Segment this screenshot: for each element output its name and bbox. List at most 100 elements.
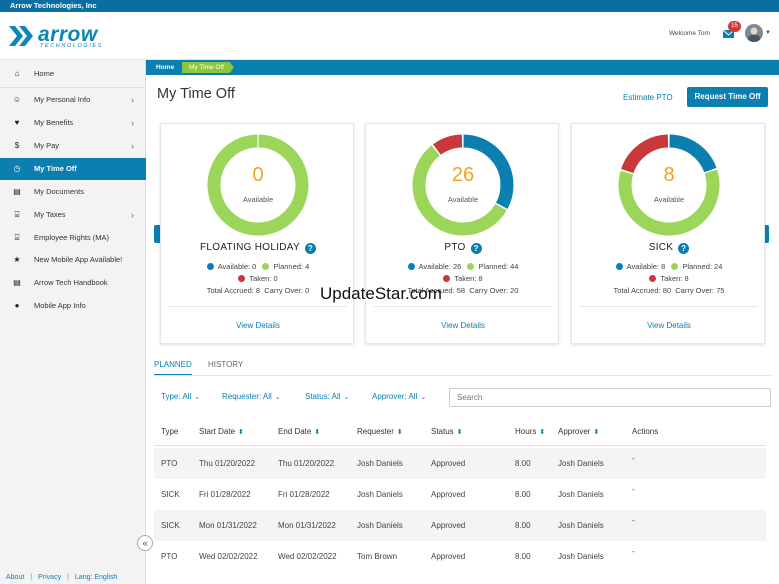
requester-filter-label: Requester: All (222, 392, 272, 401)
sidebar-item-benefits[interactable]: ♥ My Benefits › (0, 112, 146, 134)
cell-end-date: Mon 01/31/2022 (278, 521, 336, 530)
column-header-approver[interactable]: Approver ⬍ (558, 427, 599, 436)
page-title: My Time Off (157, 86, 235, 102)
cell-hours: 8.00 (515, 552, 531, 561)
sort-icon: ⬍ (593, 429, 600, 436)
carry-over: Carry Over: 0 (264, 286, 310, 295)
sidebar: ⌂ Home ☺ My Personal Info › ♥ My Benefit… (0, 60, 146, 584)
sidebar-item-documents[interactable]: ▤ My Documents (0, 181, 146, 203)
sidebar-item-time-off[interactable]: ◷ My Time Off (0, 158, 146, 180)
column-header-label: Type (161, 427, 179, 436)
status-filter[interactable]: Status: All ⌄ (305, 392, 349, 401)
legend-row: Available: 0 Planned: 4 (161, 262, 355, 271)
view-details-link[interactable]: View Details (647, 321, 691, 330)
sidebar-item-employee-rights[interactable]: ⌸ Employee Rights (MA) (0, 227, 146, 249)
column-header-label: Hours (515, 427, 537, 436)
help-icon[interactable]: ? (678, 243, 690, 254)
total-accrued: Total Accrued: 80 (613, 286, 672, 295)
sidebar-item-handbook[interactable]: ▤ Arrow Tech Handbook (0, 272, 146, 294)
cell-type: PTO (161, 552, 178, 561)
table-row[interactable]: PTO Thu 01/20/2022 Thu 01/20/2022 Josh D… (154, 448, 766, 479)
cell-type: SICK (161, 490, 180, 499)
card-title: FLOATING HOLIDAY? (161, 242, 355, 254)
available-label: Available (242, 195, 274, 204)
tab-history[interactable]: HISTORY (208, 360, 244, 369)
column-header-label: Approver (558, 427, 591, 436)
cell-start-date: Thu 01/20/2022 (199, 459, 256, 468)
estimate-pto-link[interactable]: Estimate PTO (623, 93, 673, 102)
cell-hours: 8.00 (515, 490, 531, 499)
column-header-requester[interactable]: Requester ⬍ (357, 427, 403, 436)
sidebar-item-label: My Pay (34, 141, 60, 150)
dollar-icon: $ (14, 141, 20, 150)
cell-approver: Josh Daniels (558, 490, 604, 499)
legend-row: Taken: 8 (366, 274, 560, 283)
card-title-text: SICK (648, 242, 674, 253)
chevron-down-icon: ⌄ (343, 394, 350, 401)
column-header-start-date[interactable]: Start Date ⬍ (199, 427, 244, 436)
available-number: 0 (252, 164, 264, 186)
cell-end-date: Wed 02/02/2022 (278, 552, 337, 561)
view-details-link[interactable]: View Details (441, 321, 485, 330)
planned-dot (671, 263, 679, 270)
carry-over: Carry Over: 20 (469, 286, 519, 295)
help-icon[interactable]: ? (305, 243, 316, 254)
help-icon[interactable]: ? (470, 243, 482, 254)
taken-dot (238, 275, 246, 282)
person-icon: ☺ (12, 95, 22, 104)
search-input[interactable] (449, 388, 771, 407)
avatar[interactable] (745, 24, 763, 42)
logo-wordmark: arrow (38, 23, 98, 46)
column-header-actions: Actions (632, 427, 658, 436)
column-header-status[interactable]: Status ⬍ (431, 427, 463, 436)
legend-available: Available: 26 (418, 262, 462, 271)
chevron-down-icon[interactable]: ▼ (765, 30, 771, 36)
request-time-off-button[interactable]: Request Time Off (687, 87, 768, 107)
sidebar-item-taxes[interactable]: ⌸ My Taxes › (0, 204, 146, 226)
privacy-link[interactable]: Privacy (38, 574, 62, 581)
column-header-end-date[interactable]: End Date ⬍ (278, 427, 320, 436)
cell-action[interactable]: - (632, 547, 635, 556)
mail-count-badge: 15 (728, 21, 741, 32)
legend-taken: Taken: 0 (249, 274, 278, 283)
chevron-down-icon: ⌄ (420, 394, 427, 401)
sidebar-item-home[interactable]: ⌂ Home (0, 63, 146, 85)
cell-requester: Josh Daniels (357, 490, 403, 499)
type-filter[interactable]: Type: All ⌄ (161, 392, 200, 401)
sidebar-item-pay[interactable]: $ My Pay › (0, 135, 146, 157)
table-row[interactable]: SICK Fri 01/28/2022 Fri 01/28/2022 Josh … (154, 479, 766, 510)
approver-filter[interactable]: Approver: All ⌄ (372, 392, 426, 401)
balance-card-floating-holiday: 0 Available FLOATING HOLIDAY? Available:… (160, 123, 354, 344)
donut-segment-planned (412, 134, 514, 236)
requester-filter[interactable]: Requester: All ⌄ (222, 392, 281, 401)
table-row[interactable]: PTO Wed 02/02/2022 Wed 02/02/2022 Tom Br… (154, 541, 766, 572)
column-header-hours[interactable]: Hours ⬍ (515, 427, 545, 436)
donut-chart (618, 134, 720, 236)
taken-dot (649, 275, 657, 282)
about-link[interactable]: About (6, 574, 25, 581)
collapse-sidebar-button[interactable]: « (137, 535, 153, 551)
clock-icon: ◷ (13, 164, 21, 173)
sidebar-item-personal-info[interactable]: ☺ My Personal Info › (0, 89, 146, 111)
sidebar-item-mobile-info[interactable]: ● Mobile App Info (0, 295, 146, 317)
sidebar-item-mobile-app[interactable]: ★ New Mobile App Available! (0, 249, 146, 271)
breadcrumb-home[interactable]: Home (156, 64, 175, 71)
breadcrumb: Home My Time Off (146, 60, 779, 75)
sidebar-item-label: Mobile App Info (34, 301, 86, 310)
legend-planned: Planned: 4 (273, 262, 310, 271)
card-title: PTO? (366, 242, 560, 254)
language-link[interactable]: Lang: English (74, 574, 118, 581)
available-number: 8 (663, 164, 675, 186)
table-row[interactable]: SICK Mon 01/31/2022 Mon 01/31/2022 Josh … (154, 510, 766, 541)
cell-action[interactable]: - (632, 485, 635, 494)
arrow-logo[interactable]: arrow TECHNOLOGIES (9, 23, 129, 50)
cell-action[interactable]: - (632, 454, 635, 463)
sort-icon: ⬍ (314, 429, 321, 436)
view-details-link[interactable]: View Details (236, 321, 280, 330)
cell-start-date: Mon 01/31/2022 (199, 521, 257, 530)
planned-dot (467, 263, 475, 270)
cell-requester: Josh Daniels (357, 521, 403, 530)
cell-action[interactable]: - (632, 516, 635, 525)
tab-planned[interactable]: PLANNED (154, 358, 192, 376)
available-number: 26 (451, 164, 475, 186)
